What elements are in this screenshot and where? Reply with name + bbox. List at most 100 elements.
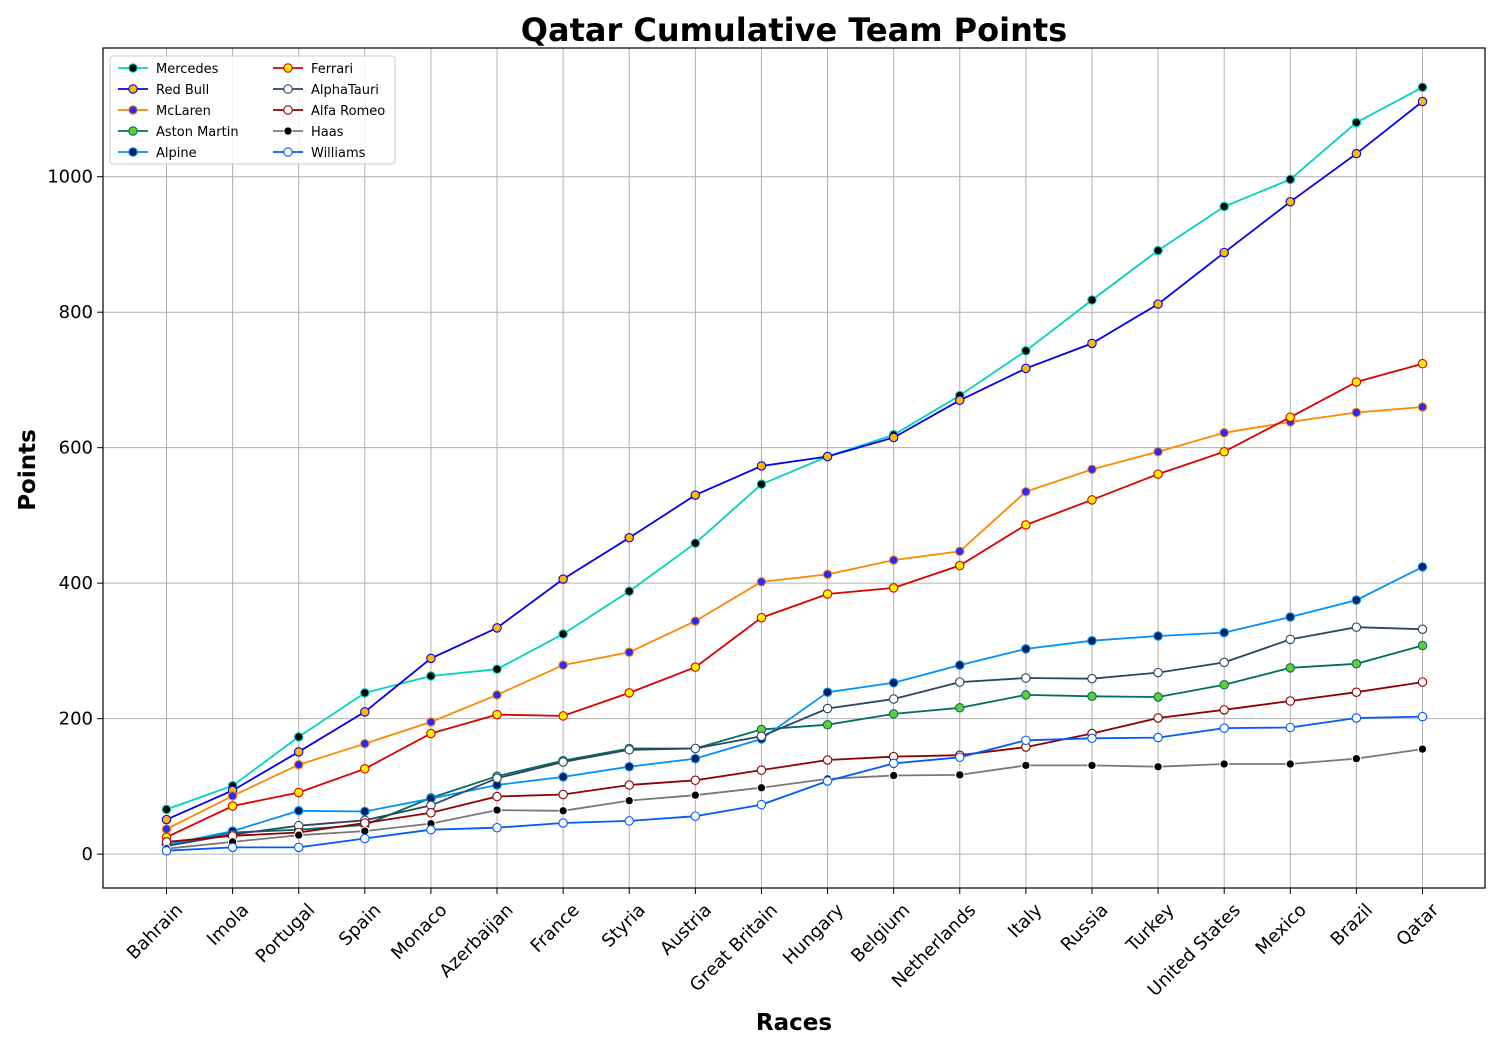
data-point <box>690 775 701 786</box>
y-tick-label: 600 <box>59 438 93 459</box>
data-point <box>690 616 701 626</box>
data-point <box>426 653 436 664</box>
data-point <box>756 799 767 810</box>
series-line <box>166 100 1424 821</box>
data-point <box>1087 733 1097 744</box>
data-point <box>1021 363 1031 374</box>
data-point <box>1417 640 1428 651</box>
legend-marker <box>128 63 138 73</box>
data-point <box>360 833 370 844</box>
x-tick-label: Qatar <box>1392 899 1443 950</box>
data-point <box>1417 96 1428 107</box>
data-point <box>227 791 238 801</box>
x-tick-label: Bahrain <box>123 900 187 964</box>
legend-label: Red Bull <box>156 83 209 98</box>
x-tick-label: Spain <box>335 900 385 950</box>
data-point <box>293 830 304 840</box>
series-ferrari <box>161 358 1428 842</box>
y-tick-label: 1000 <box>47 167 93 188</box>
legend-marker <box>283 84 293 94</box>
data-point <box>624 816 634 826</box>
data-point <box>1153 245 1163 256</box>
series-williams <box>161 711 1428 856</box>
data-point <box>1219 759 1229 769</box>
x-tick-label: Russia <box>1057 900 1113 956</box>
data-point <box>492 773 502 784</box>
plot-area <box>102 47 1486 889</box>
data-point <box>227 801 238 811</box>
data-point <box>624 795 634 806</box>
x-tick-label: Turkey <box>1122 899 1179 956</box>
data-point <box>1285 412 1296 422</box>
x-tick-label: Italy <box>1004 899 1047 942</box>
data-point <box>822 776 833 786</box>
data-point <box>1153 667 1163 678</box>
legend-item: Ferrari <box>273 62 353 77</box>
data-point <box>492 805 502 815</box>
data-point <box>1021 735 1031 746</box>
data-point <box>822 755 833 765</box>
data-point <box>1153 631 1163 641</box>
data-point <box>492 623 502 633</box>
data-point <box>955 752 965 763</box>
data-point <box>888 677 899 688</box>
series-line <box>166 748 1423 850</box>
data-point <box>1219 247 1229 258</box>
data-point <box>161 824 172 834</box>
data-point <box>1087 691 1097 702</box>
data-point <box>822 589 833 599</box>
series-line <box>166 566 1423 846</box>
data-point <box>1153 692 1163 702</box>
data-point <box>558 757 568 767</box>
grid <box>103 48 1485 888</box>
data-point <box>161 814 172 825</box>
data-point <box>492 822 502 833</box>
data-point <box>1153 761 1163 772</box>
data-point <box>1087 673 1097 684</box>
data-point <box>690 490 701 500</box>
data-point <box>161 845 172 856</box>
series-lines <box>161 82 1428 856</box>
data-point <box>558 806 568 816</box>
data-point <box>822 703 833 714</box>
data-point <box>624 780 634 790</box>
data-point <box>1351 407 1362 418</box>
data-point <box>360 707 370 717</box>
data-point <box>955 660 965 670</box>
data-point <box>558 818 568 828</box>
data-point <box>558 660 568 670</box>
y-tick-label: 800 <box>59 302 93 323</box>
data-point <box>360 764 370 774</box>
data-point <box>1285 612 1296 622</box>
data-point <box>690 538 701 548</box>
data-point <box>690 743 701 754</box>
legend-label: AlphaTauri <box>311 83 379 98</box>
data-point <box>558 574 568 584</box>
data-point <box>1219 627 1229 638</box>
data-point <box>492 791 502 802</box>
series-line <box>166 626 1423 847</box>
data-point <box>492 690 502 700</box>
data-point <box>1285 634 1296 645</box>
data-point <box>822 451 833 462</box>
data-point <box>1087 338 1097 349</box>
data-point <box>888 758 899 769</box>
data-point <box>1351 687 1362 697</box>
legend-marker <box>128 147 138 157</box>
data-point <box>756 479 767 490</box>
legend-marker <box>283 147 293 157</box>
legend-label: McLaren <box>156 104 211 119</box>
data-point <box>492 664 502 674</box>
data-point <box>293 732 304 742</box>
data-point <box>1021 486 1031 497</box>
data-point <box>1087 495 1097 505</box>
data-point <box>1087 760 1097 771</box>
data-point <box>293 759 304 770</box>
data-point <box>624 533 634 543</box>
data-point <box>360 688 370 698</box>
x-tick-label: Imola <box>203 900 253 950</box>
data-point <box>955 546 965 557</box>
data-point <box>360 738 370 749</box>
data-point <box>624 647 634 658</box>
